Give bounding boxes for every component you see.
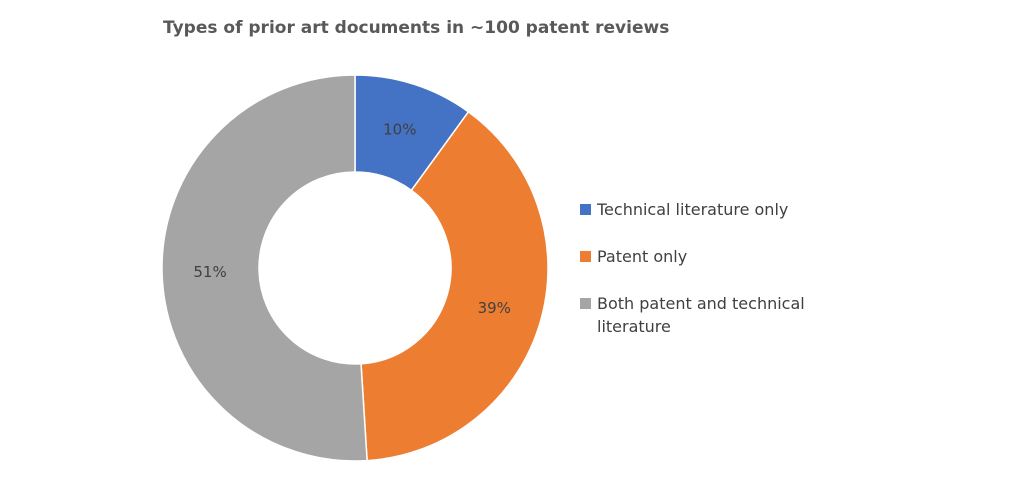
legend-swatch bbox=[580, 204, 591, 215]
legend-label: Both patent and technical literature bbox=[597, 294, 805, 336]
legend-item: Both patent and technical literature bbox=[580, 292, 820, 338]
data-label: 39% bbox=[478, 299, 511, 317]
data-label: 10% bbox=[383, 121, 416, 139]
legend-item: Patent only bbox=[580, 245, 820, 268]
legend: Technical literature only Patent only Both… bbox=[580, 198, 820, 362]
donut-segment bbox=[360, 110, 549, 462]
legend-label: Patent only bbox=[597, 247, 688, 266]
legend-item: Technical literature only bbox=[580, 198, 820, 221]
chart-title: Types of prior art documents in ~100 pat… bbox=[163, 18, 670, 38]
legend-label: Technical literature only bbox=[597, 200, 789, 219]
donut-segment bbox=[161, 74, 368, 462]
data-label: 51% bbox=[193, 263, 226, 281]
legend-swatch bbox=[580, 251, 591, 262]
legend-swatch bbox=[580, 298, 591, 309]
